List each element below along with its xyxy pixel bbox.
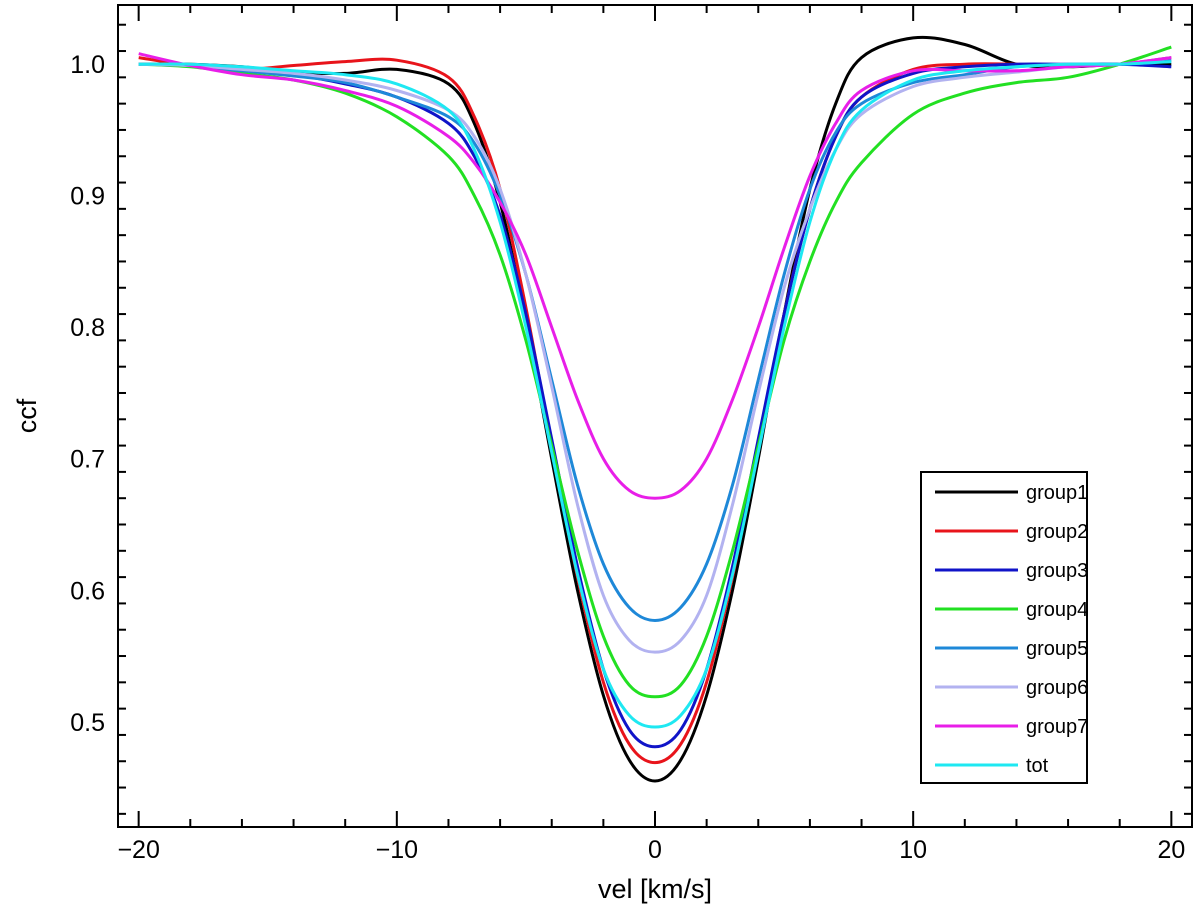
legend-label-group5: group5 — [1026, 638, 1088, 660]
series-layer — [138, 35, 1172, 783]
y-tick-label: 0.9 — [70, 183, 105, 211]
legend-label-group7: group7 — [1026, 716, 1088, 738]
plot-frame — [117, 4, 1193, 828]
legend-label-tot: tot — [1026, 755, 1049, 777]
series-line-group7 — [138, 52, 1172, 500]
y-tick-label: 1.0 — [70, 51, 105, 79]
x-tick-label: 10 — [899, 836, 927, 864]
series-line-group6 — [138, 56, 1172, 654]
legend-label-group6: group6 — [1026, 677, 1088, 699]
axes-layer — [118, 5, 1192, 827]
y-axis-label: ccf — [12, 398, 42, 433]
series-line-group4 — [138, 45, 1172, 699]
y-tick-label: 0.8 — [70, 314, 105, 342]
legend: group1 group2 group3 group4 group5 group6 grou… — [920, 471, 1088, 784]
legend-box — [920, 471, 1088, 784]
y-tick-label: 0.5 — [70, 709, 105, 737]
series-line-group1 — [138, 35, 1172, 783]
x-tick-label: −10 — [376, 836, 418, 864]
x-tick-label: −20 — [117, 836, 159, 864]
y-tick-label: 0.6 — [70, 577, 105, 605]
series-line-group5 — [138, 58, 1172, 622]
legend-label-group2: group2 — [1026, 521, 1088, 543]
x-axis-label: vel [km/s] — [598, 874, 712, 904]
y-tick-labels: 0.5 0.6 0.7 0.8 0.9 1.0 — [70, 51, 105, 737]
legend-label-group4: group4 — [1026, 599, 1088, 621]
legend-label-group3: group3 — [1026, 560, 1088, 582]
x-tick-label: 0 — [648, 836, 662, 864]
x-tick-label: 20 — [1157, 836, 1185, 864]
x-tick-labels: −20 −10 0 10 20 — [117, 836, 1185, 864]
y-tick-label: 0.7 — [70, 446, 105, 474]
series-line-tot — [138, 60, 1172, 729]
legend-label-group1: group1 — [1026, 482, 1088, 504]
